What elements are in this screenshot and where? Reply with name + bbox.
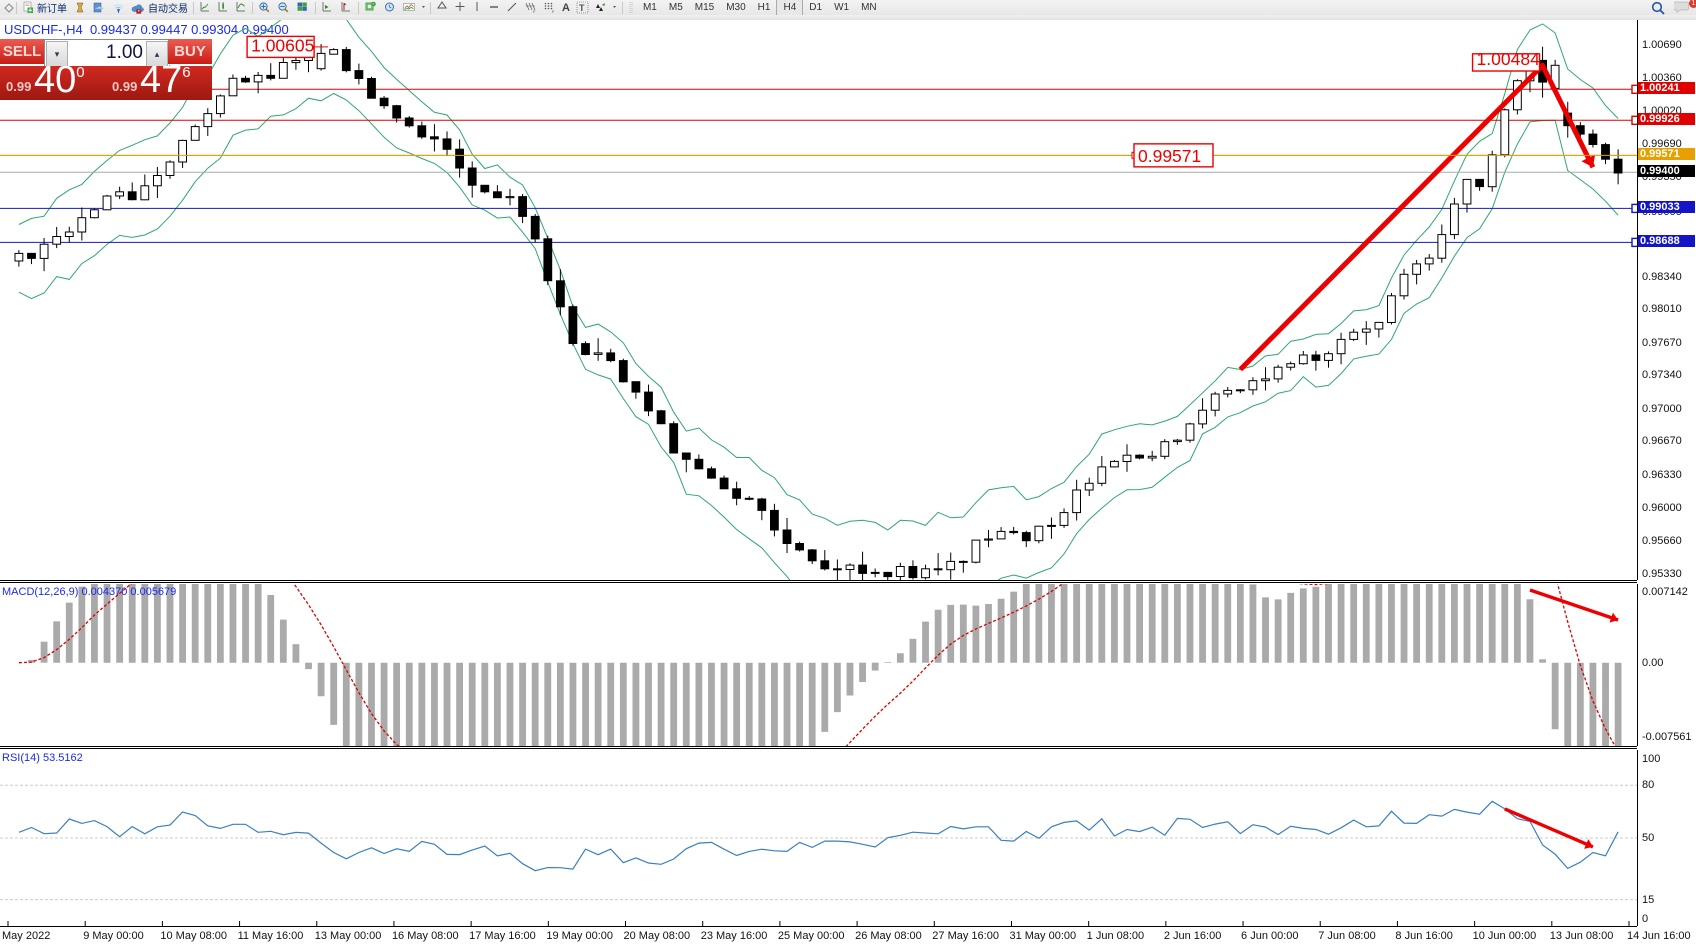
svg-text:1.00484: 1.00484 [1477,49,1541,69]
svg-text:T: T [579,3,585,13]
svg-text:1.00605: 1.00605 [251,35,314,55]
svg-text:0.99571: 0.99571 [1138,146,1201,166]
svg-text:F: F [533,9,536,14]
svg-text:F: F [552,9,555,14]
